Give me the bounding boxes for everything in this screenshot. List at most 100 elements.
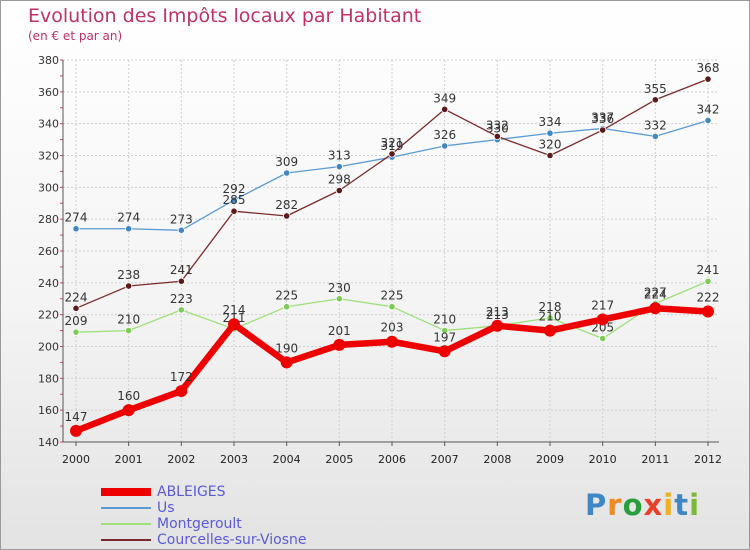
- data-label-ableiges-2011: 224: [644, 287, 667, 301]
- point-us-2001: [125, 225, 133, 233]
- chart-subtitle: (en € et par an): [28, 29, 123, 43]
- x-tick-label-2004: 2004: [273, 453, 301, 466]
- point-ableiges-2008: [491, 319, 504, 332]
- data-label-montgeroult-2010: 205: [591, 321, 614, 335]
- proxiti-logo-letter: r: [607, 488, 623, 522]
- y-tick-label-360: 360: [38, 86, 59, 99]
- data-label-montgeroult-2003: 211: [223, 311, 246, 325]
- data-label-ableiges-2012: 222: [697, 290, 720, 304]
- legend-item-us: Us: [101, 500, 361, 516]
- legend-label-courcelles: Courcelles-sur-Viosne: [157, 532, 307, 548]
- point-ableiges-2003: [228, 318, 240, 331]
- chart-legend: ABLEIGES Us Montgeroult Courcelles-sur-V…: [101, 484, 361, 548]
- point-ableiges-2011: [649, 302, 662, 315]
- data-label-montgeroult-2009: 218: [539, 300, 562, 314]
- data-label-us-2000: 274: [65, 211, 88, 225]
- legend-swatch-montgeroult: [101, 523, 151, 525]
- proxiti-logo-letter: i: [689, 488, 701, 522]
- data-label-us-2003: 292: [223, 182, 246, 196]
- data-label-ableiges-2003: 214: [223, 303, 246, 317]
- point-us-2004: [283, 169, 291, 177]
- data-label-ableiges-2006: 203: [381, 321, 404, 335]
- data-label-ableiges-2007: 197: [433, 330, 456, 344]
- data-label-us-2005: 313: [328, 149, 351, 163]
- data-label-courcelles-sur-viosne-2001: 238: [117, 268, 140, 282]
- x-tick-label-2011: 2011: [641, 453, 669, 466]
- data-label-us-2007: 326: [433, 128, 456, 142]
- data-label-us-2002: 273: [170, 212, 193, 226]
- point-ableiges-2007: [438, 345, 451, 358]
- legend-swatch-us: [101, 507, 151, 509]
- proxiti-logo-letter: x: [643, 488, 664, 522]
- y-tick-label-160: 160: [38, 404, 59, 417]
- x-tick-label-2009: 2009: [536, 453, 564, 466]
- y-tick-label-300: 300: [38, 181, 59, 194]
- data-label-montgeroult-2001: 210: [117, 313, 140, 327]
- data-label-ableiges-2008: 213: [486, 305, 509, 319]
- point-us-2012: [704, 116, 712, 125]
- y-tick-label-220: 220: [38, 309, 59, 322]
- proxiti-logo-letter: t: [674, 488, 690, 522]
- point-montgeroult-2001: [125, 326, 133, 335]
- point-montgeroult-2002: [177, 306, 185, 314]
- data-label-ableiges-2000: 147: [65, 410, 88, 424]
- x-tick-label-2001: 2001: [115, 453, 143, 466]
- point-montgeroult-2006: [388, 303, 396, 311]
- x-tick-label-2005: 2005: [325, 453, 353, 466]
- proxiti-logo-letter: P: [585, 488, 608, 522]
- data-label-courcelles-sur-viosne-2009: 320: [539, 138, 562, 152]
- y-tick-label-340: 340: [38, 118, 59, 131]
- x-tick-label-2010: 2010: [589, 453, 617, 466]
- x-tick-label-2008: 2008: [483, 453, 511, 466]
- data-label-ableiges-2004: 190: [275, 341, 298, 355]
- data-label-montgeroult-2000: 209: [65, 314, 88, 328]
- proxiti-logo-letter: i: [663, 488, 675, 522]
- data-label-ableiges-2010: 217: [591, 298, 614, 312]
- legend-label-ableiges: ABLEIGES: [157, 484, 226, 500]
- data-label-us-2004: 309: [275, 155, 298, 169]
- proxiti-logo-letter: o: [622, 488, 644, 522]
- point-courcelles-sur-viosne-2000: [72, 304, 80, 312]
- point-courcelles-sur-viosne-2009: [546, 151, 554, 160]
- data-label-montgeroult-2002: 223: [170, 292, 193, 306]
- y-tick-label-280: 280: [38, 213, 59, 226]
- point-montgeroult-2007: [441, 326, 449, 335]
- point-us-2011: [651, 132, 659, 140]
- legend-item-courcelles: Courcelles-sur-Viosne: [101, 532, 361, 548]
- point-courcelles-sur-viosne-2004: [283, 212, 291, 220]
- y-tick-label-200: 200: [38, 341, 59, 354]
- data-label-courcelles-sur-viosne-2006: 321: [381, 136, 404, 150]
- legend-item-montgeroult: Montgeroult: [101, 516, 361, 532]
- point-ableiges-2009: [544, 324, 556, 337]
- point-us-2000: [72, 225, 80, 233]
- x-tick-label-2002: 2002: [167, 453, 195, 466]
- data-label-courcelles-sur-viosne-2004: 282: [275, 198, 298, 212]
- x-tick-label-2012: 2012: [694, 453, 722, 466]
- data-label-courcelles-sur-viosne-2003: 285: [223, 193, 246, 207]
- point-ableiges-2001: [122, 404, 135, 417]
- data-label-ableiges-2002: 172: [170, 370, 193, 384]
- point-courcelles-sur-viosne-2005: [335, 186, 343, 195]
- legend-item-ableiges: ABLEIGES: [101, 484, 361, 500]
- data-label-ableiges-2009: 210: [539, 310, 562, 324]
- legend-label-us: Us: [157, 500, 175, 516]
- proxiti-logo: Proxiti: [585, 488, 700, 522]
- point-courcelles-sur-viosne-2008: [493, 132, 501, 140]
- point-montgeroult-2010: [599, 334, 607, 343]
- point-courcelles-sur-viosne-2001: [125, 282, 133, 290]
- data-label-courcelles-sur-viosne-2002: 241: [170, 263, 193, 277]
- data-label-courcelles-sur-viosne-2012: 368: [697, 61, 720, 75]
- data-label-montgeroult-2012: 241: [697, 263, 720, 277]
- x-tick-label-2003: 2003: [220, 453, 248, 466]
- chart-title: Evolution des Impôts locaux par Habitant: [28, 5, 422, 27]
- point-courcelles-sur-viosne-2003: [230, 207, 238, 215]
- data-label-montgeroult-2006: 225: [381, 289, 404, 303]
- point-montgeroult-2012: [704, 277, 712, 285]
- point-montgeroult-2005: [335, 295, 343, 303]
- point-us-2003: [230, 196, 238, 204]
- point-courcelles-sur-viosne-2012: [704, 75, 712, 83]
- point-ableiges-2010: [596, 313, 609, 326]
- data-label-courcelles-sur-viosne-2008: 332: [486, 118, 509, 132]
- data-label-ableiges-2005: 201: [328, 324, 351, 338]
